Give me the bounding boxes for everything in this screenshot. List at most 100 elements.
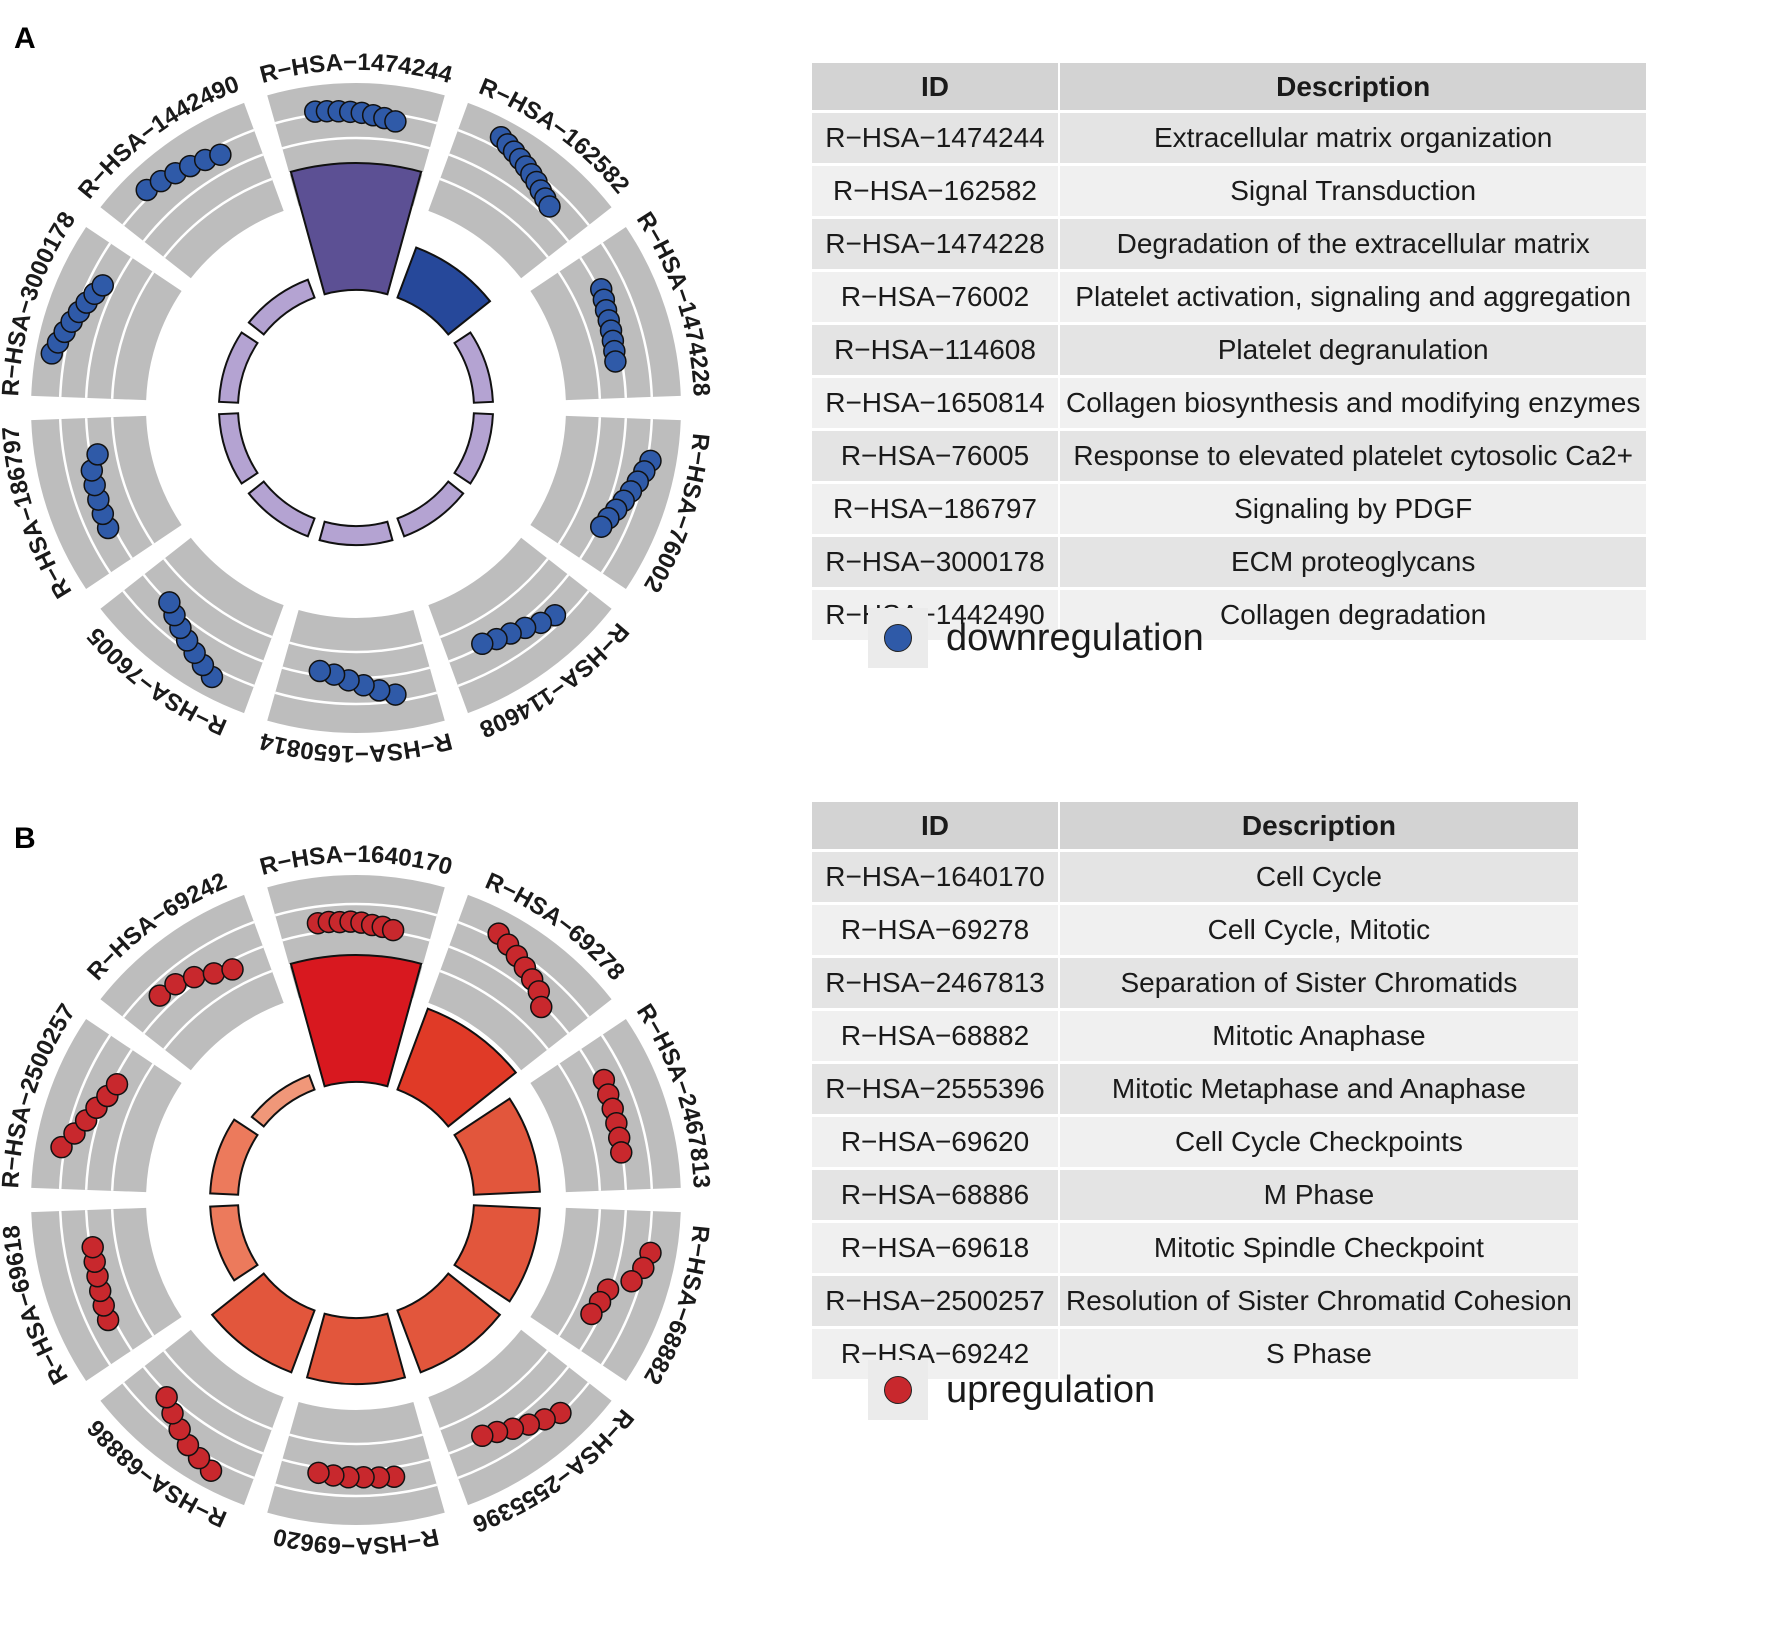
segment-5: R−HSA−69620 (267, 1312, 445, 1559)
enrichment-bar (210, 1272, 316, 1374)
pathway-id-cell: R−HSA−69618 (812, 1223, 1058, 1273)
track-background (31, 226, 182, 401)
track-gridline (579, 418, 628, 560)
pathway-description-cell: Response to elevated platelet cytosolic … (1060, 431, 1647, 481)
gene-point (308, 659, 332, 683)
track-gridline (289, 1433, 423, 1446)
gene-point (158, 591, 181, 614)
track-gridline (289, 641, 423, 654)
legend-dot-icon (884, 1376, 912, 1404)
gene-point (91, 274, 114, 297)
enrichment-bar (218, 331, 259, 404)
gene-point (86, 443, 109, 466)
panel-letter: A (14, 22, 36, 55)
enrichment-bar (209, 1118, 259, 1196)
gene-point (50, 1135, 73, 1159)
segment-2: R−HSA−2467813 (453, 999, 715, 1196)
enrichment-bar (250, 1073, 316, 1128)
table-row: R−HSA−2555396 Mitotic Metaphase and Anaph… (812, 1064, 1578, 1114)
pathway-id-cell: R−HSA−1474244 (812, 113, 1058, 163)
table-row: R−HSA−1640170 Cell Cycle (812, 852, 1578, 902)
segment-id-label: R−HSA−1640170 (257, 841, 455, 881)
track-gridline (58, 1034, 112, 1189)
enrichment-bar (396, 1272, 502, 1374)
table-row: R−HSA−69242 S Phase (812, 1329, 1578, 1379)
enrichment-bar (318, 520, 394, 547)
track-gridline (274, 902, 438, 917)
track-gridline (439, 969, 549, 1051)
pathway-table: ID Description R−HSA−1640170 Cell Cycle R−HS… (810, 799, 1580, 1382)
track-gridline (58, 1211, 112, 1366)
enrichment-bar (453, 412, 494, 485)
track-gridline (600, 1211, 654, 1366)
pathway-description-cell: Cell Cycle Checkpoints (1060, 1117, 1578, 1167)
track-gridline (439, 177, 549, 259)
pathway-id-cell: R−HSA−3000178 (812, 537, 1058, 587)
track-gridline (110, 417, 155, 545)
track-gridline (163, 1349, 273, 1431)
track-background (428, 1329, 612, 1506)
legend-upregulation: upregulation (868, 1360, 1155, 1420)
enrichment-bar (218, 412, 259, 485)
pathway-description-cell: S Phase (1060, 1329, 1578, 1379)
panel-letter: B (14, 822, 36, 855)
gene-point (384, 110, 407, 133)
pathway-description-cell: Platelet activation, signaling and aggre… (1060, 272, 1647, 322)
track-background (267, 1402, 445, 1525)
pathway-description-cell: Collagen degradation (1060, 590, 1647, 640)
pathway-id-cell: R−HSA−69620 (812, 1117, 1058, 1167)
pathway-id-cell: R−HSA−68886 (812, 1170, 1058, 1220)
table-row: R−HSA−69620 Cell Cycle Checkpoints (812, 1117, 1578, 1167)
table-header-row: ID Description (812, 802, 1578, 849)
segment-0: R−HSA−1640170 (257, 841, 455, 1088)
pathway-description-cell: Cell Cycle, Mitotic (1060, 905, 1578, 955)
pathway-description-cell: Separation of Sister Chromatids (1060, 958, 1578, 1008)
track-background (100, 102, 284, 279)
pathway-description-cell: Resolution of Sister Chromatid Cohesion (1060, 1276, 1578, 1326)
pathway-description-cell: M Phase (1060, 1170, 1578, 1220)
legend-label: upregulation (946, 1368, 1156, 1411)
column-header-id: ID (812, 63, 1058, 110)
legend-key (868, 608, 928, 668)
enrichment-bar (453, 331, 494, 404)
track-background (100, 537, 284, 714)
pathway-description-cell: Extracellular matrix organization (1060, 113, 1647, 163)
column-header-id: ID (812, 802, 1058, 849)
track-gridline (557, 271, 602, 399)
track-gridline (439, 557, 549, 639)
gene-point (182, 965, 206, 989)
track-background (100, 1329, 284, 1506)
track-gridline (600, 242, 654, 397)
pathway-description-cell: Collagen biosynthesis and modifying enzy… (1060, 378, 1647, 428)
gene-point (604, 350, 627, 373)
pathway-table-b: ID Description R−HSA−1640170 Cell Cycle R−HS… (810, 799, 1762, 1382)
table-row: R−HSA−76005 Response to elevated platelet… (812, 431, 1647, 481)
circular-plot-svg: R−HSA−1640170R−HSA−69278R−HSA−2467813R−H… (0, 841, 715, 1559)
circular-plot-downregulation: R−HSA−1474244 R−HSA−162582 R−HSA−1474228 R−… (0, 0, 790, 812)
pathway-description-cell: Signaling by PDGF (1060, 484, 1647, 534)
pathway-id-cell: R−HSA−69278 (812, 905, 1058, 955)
pathway-description-cell: Cell Cycle (1060, 852, 1578, 902)
table-row: R−HSA−1442490 Collagen degradation (812, 590, 1647, 640)
pathway-description-cell: Mitotic Metaphase and Anaphase (1060, 1064, 1578, 1114)
track-gridline (557, 1209, 602, 1337)
pathway-id-cell: R−HSA−1474228 (812, 219, 1058, 269)
pathway-id-cell: R−HSA−69242 (812, 1329, 1058, 1379)
circular-plot-upregulation: R−HSA−1640170 R−HSA−69278 R−HSA−2467813 R−H… (0, 792, 790, 1604)
gene-point (589, 515, 613, 538)
track-gridline (142, 574, 264, 663)
legend-label: downregulation (946, 616, 1204, 659)
gene-point (620, 1270, 643, 1293)
pathway-id-cell: R−HSA−76005 (812, 431, 1058, 481)
segment-5: R−HSA−1650814 (256, 520, 455, 767)
track-gridline (439, 1349, 549, 1431)
track-gridline (163, 557, 273, 639)
pathway-id-cell: R−HSA−76002 (812, 272, 1058, 322)
gene-point (530, 995, 553, 1019)
circular-plot-svg: R−HSA−1474244 R−HSA−162582R−HSA−1474228R−… (0, 49, 715, 767)
table-row: R−HSA−69618 Mitotic Spindle Checkpoint (812, 1223, 1578, 1273)
legend-key (868, 1360, 928, 1420)
pathway-id-cell: R−HSA−1640170 (812, 852, 1058, 902)
track-gridline (457, 1382, 590, 1480)
table-row: R−HSA−1474228 Degradation of the extracel… (812, 219, 1647, 269)
